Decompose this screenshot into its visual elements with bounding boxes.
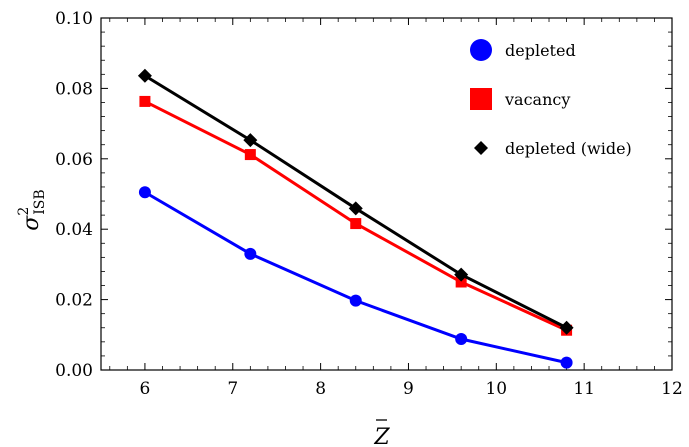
- plot-frame: [100, 17, 673, 371]
- x-axis-label-text: Z: [373, 425, 390, 447]
- x-tick-label: 9: [403, 379, 414, 399]
- data-point: [455, 333, 468, 346]
- series-depleted-wide: [137, 68, 574, 335]
- legend-label: depleted: [505, 41, 576, 60]
- data-point: [139, 95, 151, 107]
- data-point: [137, 68, 152, 83]
- y-axis-label-sub: ISB: [32, 189, 48, 214]
- y-tick-label: 0.08: [55, 79, 93, 99]
- legend-item: depleted (wide): [474, 139, 632, 158]
- x-axis-label: Z: [373, 425, 390, 447]
- data-point: [348, 201, 363, 216]
- legend-label: vacancy: [504, 90, 570, 109]
- data-point: [138, 186, 151, 199]
- y-axis-label-sup: 2: [16, 207, 32, 216]
- data-point: [560, 356, 573, 369]
- data-point: [244, 247, 257, 260]
- y-tick-label: 0.04: [55, 220, 93, 240]
- x-tick-label: 11: [573, 379, 595, 399]
- data-point: [455, 276, 467, 288]
- legend-item: depleted: [470, 39, 576, 61]
- legend-item: vacancy: [470, 88, 570, 110]
- x-tick-label: 12: [661, 379, 683, 399]
- data-point: [559, 320, 574, 335]
- y-axis-label: σ2ISB: [16, 189, 48, 230]
- x-tick-label: 8: [315, 379, 326, 399]
- legend: depleted vacancy depleted (wide): [470, 39, 632, 158]
- series-line: [144, 190, 567, 365]
- data-point: [349, 294, 362, 307]
- data-point: [454, 267, 469, 282]
- y-tick-label: 0.06: [55, 150, 93, 170]
- series-depleted: [138, 186, 573, 369]
- x-tick-label: 6: [140, 379, 151, 399]
- y-tick-label: 0.00: [55, 361, 93, 381]
- legend-marker: [470, 39, 492, 61]
- series-layer: [137, 68, 574, 369]
- data-point: [350, 218, 362, 230]
- y-tick-label: 0.02: [55, 291, 93, 311]
- legend-marker: [470, 88, 492, 110]
- legend-label: depleted (wide): [505, 139, 632, 158]
- y-axis-label-base: σ: [19, 215, 44, 231]
- y-tick-label: 0.10: [55, 9, 93, 29]
- x-tick-label: 7: [227, 379, 238, 399]
- data-point: [243, 133, 258, 148]
- x-tick-label: 10: [485, 379, 507, 399]
- data-point: [244, 149, 256, 161]
- axis-ticks: 6 7 8 9 10 11 12 0.00 0.02 0.04 0.06 0.08 0.10: [55, 9, 683, 399]
- legend-marker: [474, 141, 488, 155]
- svg-text:σ2ISB: σ2ISB: [16, 189, 48, 230]
